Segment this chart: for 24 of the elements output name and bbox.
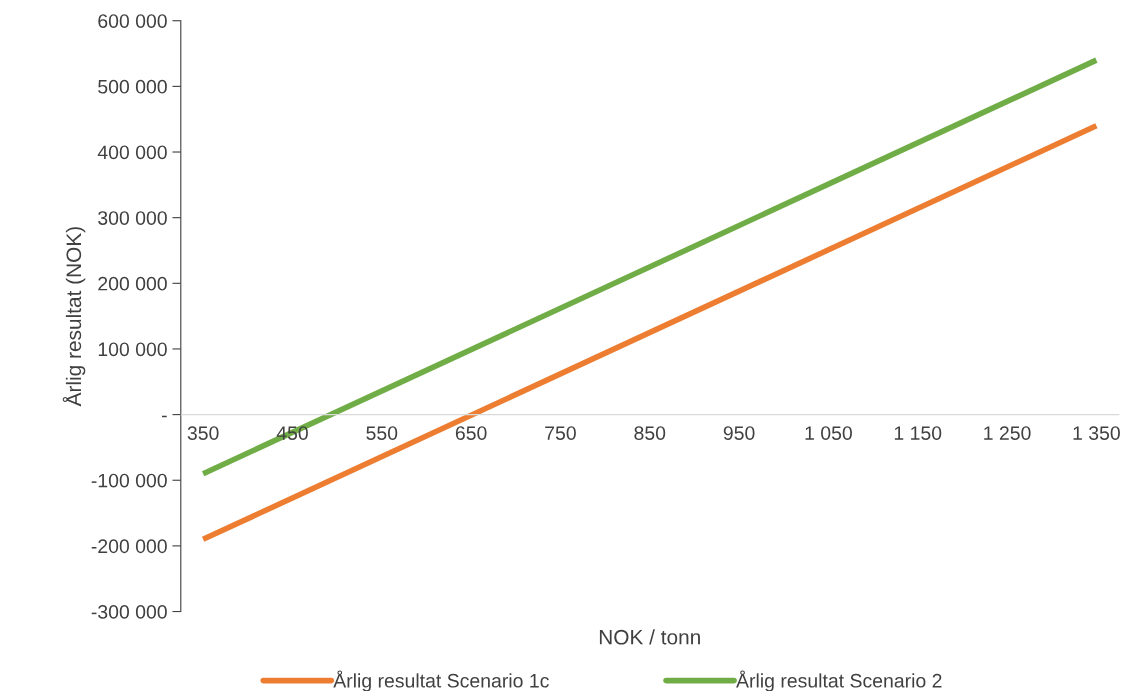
x-tick-label: 550 xyxy=(366,426,398,440)
y-tick-label: -300 000 xyxy=(91,605,167,619)
y-tick-label: -100 000 xyxy=(91,473,167,488)
y-tick-label: 100 000 xyxy=(98,342,167,357)
legend-label: Årlig resultat Scenario 1c xyxy=(333,670,549,691)
y-axis-title: Årlig resultat (NOK) xyxy=(62,227,86,407)
x-tick-label: 750 xyxy=(545,426,576,440)
x-tick-label: 850 xyxy=(634,426,666,440)
x-tick-label: 650 xyxy=(455,426,487,440)
x-tick-label: 1 050 xyxy=(805,426,852,440)
y-tick-label: - xyxy=(161,415,167,418)
y-tick-label: 400 000 xyxy=(97,145,167,160)
y-tick-label: -200 000 xyxy=(91,539,167,554)
y-tick-label: 600 000 xyxy=(98,14,167,28)
x-tick-label: 1 350 xyxy=(1073,426,1120,440)
y-tick-label: 200 000 xyxy=(98,276,167,291)
x-tick-label: 950 xyxy=(723,426,755,440)
x-tick-label: 350 xyxy=(187,426,219,440)
x-axis-title: NOK / tonn xyxy=(599,629,700,645)
y-tick-label: 500 000 xyxy=(98,79,167,94)
y-tick-label: 300 000 xyxy=(98,211,167,225)
legend-label: Årlig resultat Scenario 2 xyxy=(736,670,942,691)
x-tick-label: 1 250 xyxy=(984,426,1031,440)
x-tick-label: 1 150 xyxy=(894,426,942,440)
